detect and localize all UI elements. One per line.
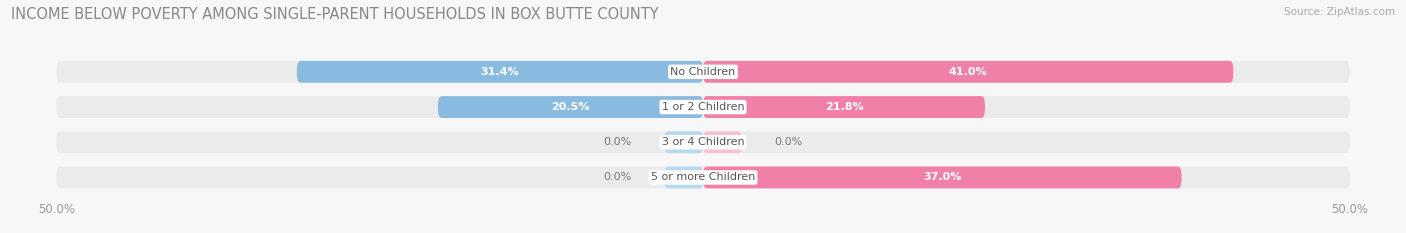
Text: 0.0%: 0.0% bbox=[775, 137, 803, 147]
Text: 20.5%: 20.5% bbox=[551, 102, 589, 112]
Text: 1 or 2 Children: 1 or 2 Children bbox=[662, 102, 744, 112]
FancyBboxPatch shape bbox=[56, 61, 1350, 83]
FancyBboxPatch shape bbox=[664, 167, 703, 188]
FancyBboxPatch shape bbox=[56, 131, 1350, 153]
Text: No Children: No Children bbox=[671, 67, 735, 77]
Text: 37.0%: 37.0% bbox=[924, 172, 962, 182]
Text: 0.0%: 0.0% bbox=[603, 137, 631, 147]
FancyBboxPatch shape bbox=[437, 96, 703, 118]
FancyBboxPatch shape bbox=[56, 167, 1350, 188]
Text: 21.8%: 21.8% bbox=[825, 102, 863, 112]
Text: 5 or more Children: 5 or more Children bbox=[651, 172, 755, 182]
FancyBboxPatch shape bbox=[703, 61, 1233, 83]
FancyBboxPatch shape bbox=[297, 61, 703, 83]
Text: INCOME BELOW POVERTY AMONG SINGLE-PARENT HOUSEHOLDS IN BOX BUTTE COUNTY: INCOME BELOW POVERTY AMONG SINGLE-PARENT… bbox=[11, 7, 659, 22]
Text: 3 or 4 Children: 3 or 4 Children bbox=[662, 137, 744, 147]
FancyBboxPatch shape bbox=[56, 96, 1350, 118]
FancyBboxPatch shape bbox=[703, 167, 1181, 188]
FancyBboxPatch shape bbox=[703, 131, 742, 153]
Text: Source: ZipAtlas.com: Source: ZipAtlas.com bbox=[1284, 7, 1395, 17]
Text: 31.4%: 31.4% bbox=[481, 67, 519, 77]
FancyBboxPatch shape bbox=[703, 96, 986, 118]
Text: 41.0%: 41.0% bbox=[949, 67, 987, 77]
FancyBboxPatch shape bbox=[664, 131, 703, 153]
Text: 0.0%: 0.0% bbox=[603, 172, 631, 182]
